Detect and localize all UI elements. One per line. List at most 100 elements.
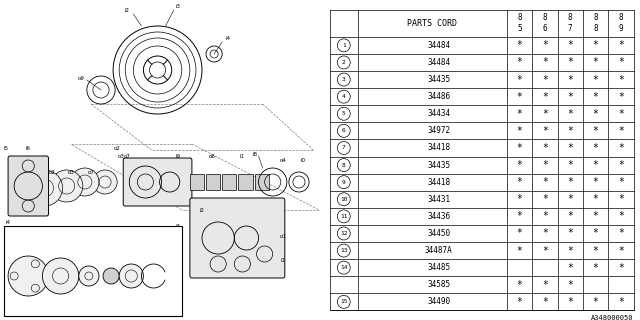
- Text: *: *: [542, 177, 548, 187]
- Text: o4: o4: [108, 244, 115, 249]
- Text: i6: i6: [26, 146, 31, 150]
- Text: *: *: [618, 228, 624, 238]
- Text: *: *: [542, 160, 548, 170]
- Text: 15: 15: [340, 299, 348, 304]
- Text: *: *: [516, 245, 522, 256]
- Text: *: *: [568, 194, 573, 204]
- Text: *: *: [568, 92, 573, 102]
- Text: *: *: [542, 194, 548, 204]
- Text: 34435: 34435: [428, 161, 451, 170]
- Text: o5: o5: [128, 244, 135, 249]
- Text: o9: o9: [77, 76, 84, 81]
- Text: *: *: [618, 75, 624, 84]
- Text: i4: i4: [6, 220, 11, 225]
- Text: *: *: [593, 160, 598, 170]
- Text: 7: 7: [342, 146, 346, 150]
- Text: 6: 6: [543, 24, 547, 33]
- Text: o2: o2: [49, 170, 56, 174]
- Text: 34418: 34418: [428, 178, 451, 187]
- Text: *: *: [516, 126, 522, 136]
- Text: *: *: [542, 245, 548, 256]
- Text: i9: i9: [175, 154, 180, 158]
- Text: 1: 1: [342, 43, 346, 48]
- Circle shape: [103, 268, 119, 284]
- Text: *: *: [542, 280, 548, 290]
- Text: *: *: [618, 194, 624, 204]
- Text: 9: 9: [619, 24, 623, 33]
- Text: *: *: [542, 143, 548, 153]
- Text: PARTS CORD: PARTS CORD: [408, 19, 458, 28]
- FancyBboxPatch shape: [255, 174, 269, 190]
- Text: o7: o7: [124, 154, 131, 158]
- Text: *: *: [568, 40, 573, 50]
- Text: *: *: [593, 297, 598, 307]
- Text: *: *: [593, 177, 598, 187]
- Text: 34490: 34490: [428, 297, 451, 306]
- Text: 8: 8: [342, 163, 346, 168]
- FancyBboxPatch shape: [124, 158, 192, 206]
- Text: *: *: [568, 109, 573, 119]
- Text: *: *: [568, 280, 573, 290]
- Text: *: *: [593, 228, 598, 238]
- Text: *: *: [516, 143, 522, 153]
- Text: o6: o6: [209, 154, 216, 158]
- Text: *: *: [593, 194, 598, 204]
- Text: o3: o3: [86, 244, 92, 249]
- Text: 34431: 34431: [428, 195, 451, 204]
- Text: 8: 8: [568, 13, 573, 22]
- Text: *: *: [568, 263, 573, 273]
- Text: *: *: [516, 194, 522, 204]
- Text: 2: 2: [342, 60, 346, 65]
- Text: *: *: [568, 126, 573, 136]
- Text: i5: i5: [4, 146, 8, 150]
- Text: o2: o2: [57, 244, 64, 249]
- Circle shape: [26, 170, 63, 206]
- Text: *: *: [516, 92, 522, 102]
- Text: 34450: 34450: [428, 229, 451, 238]
- Text: *: *: [593, 75, 598, 84]
- Text: o7: o7: [88, 170, 94, 174]
- Text: *: *: [516, 75, 522, 84]
- Text: i2: i2: [125, 7, 130, 12]
- Text: i3: i3: [175, 4, 180, 9]
- Text: *: *: [516, 40, 522, 50]
- Text: 3: 3: [342, 77, 346, 82]
- Text: *: *: [618, 40, 624, 50]
- Text: *: *: [618, 245, 624, 256]
- Text: 34972: 34972: [428, 126, 451, 135]
- Text: 13: 13: [340, 248, 348, 253]
- Text: Thru o6: Thru o6: [123, 301, 144, 307]
- Text: 12: 12: [340, 231, 348, 236]
- Text: o1: o1: [280, 234, 286, 238]
- Text: 34486: 34486: [428, 92, 451, 101]
- Text: *: *: [516, 228, 522, 238]
- Text: *: *: [516, 160, 522, 170]
- Text: 14: 14: [340, 265, 348, 270]
- Text: *: *: [618, 92, 624, 102]
- Text: *: *: [568, 211, 573, 221]
- Text: *: *: [593, 263, 598, 273]
- FancyBboxPatch shape: [222, 174, 236, 190]
- Text: $\leftarrow$i5 Include o1: $\leftarrow$i5 Include o1: [111, 292, 155, 300]
- FancyBboxPatch shape: [190, 174, 204, 190]
- Text: *: *: [568, 245, 573, 256]
- Text: *: *: [568, 143, 573, 153]
- Text: *: *: [568, 228, 573, 238]
- Text: *: *: [568, 160, 573, 170]
- Text: 34436: 34436: [428, 212, 451, 221]
- Circle shape: [70, 168, 99, 196]
- Text: 8: 8: [543, 13, 547, 22]
- Text: 10: 10: [340, 197, 348, 202]
- Text: *: *: [618, 177, 624, 187]
- Text: *: *: [593, 40, 598, 50]
- Text: 9: 9: [342, 180, 346, 185]
- Text: o2: o2: [114, 146, 120, 150]
- Text: *: *: [516, 297, 522, 307]
- Text: *: *: [542, 211, 548, 221]
- Circle shape: [8, 256, 49, 296]
- Text: *: *: [618, 109, 624, 119]
- Text: *: *: [593, 245, 598, 256]
- Text: 8: 8: [619, 13, 623, 22]
- Text: *: *: [618, 297, 624, 307]
- Text: o1: o1: [25, 244, 32, 249]
